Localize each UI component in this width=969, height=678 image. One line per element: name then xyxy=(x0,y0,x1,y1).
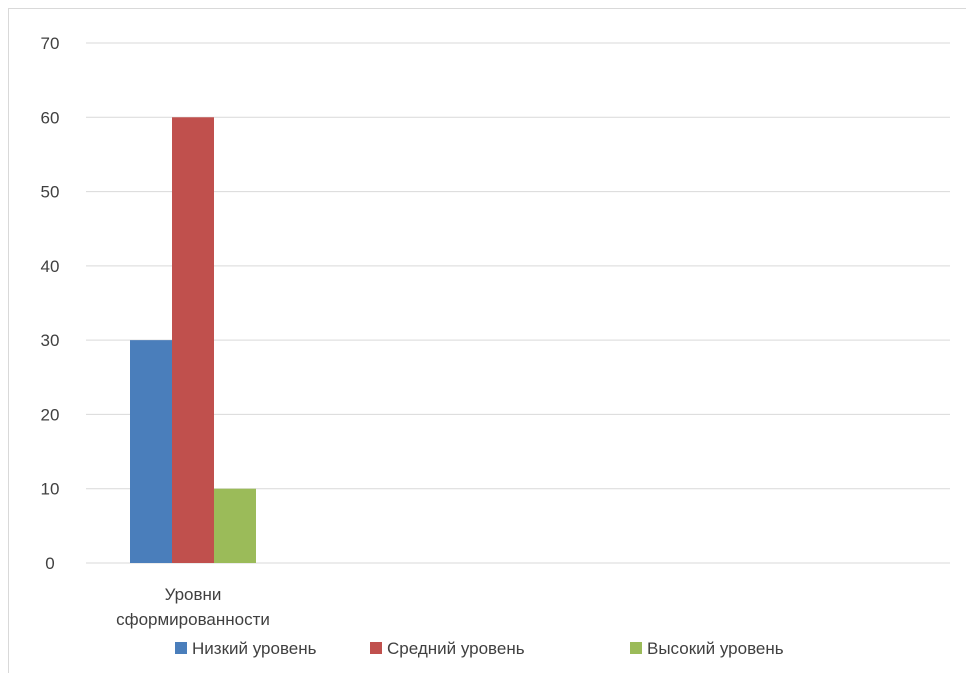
bar xyxy=(214,488,256,563)
bar xyxy=(172,117,214,564)
legend: Низкий уровень Средний уровень Высокий уро… xyxy=(175,639,784,658)
y-tick-label: 30 xyxy=(41,331,60,350)
legend-label: Средний уровень xyxy=(387,639,525,658)
x-axis: Уровни сформированности xyxy=(116,585,270,629)
legend-swatch xyxy=(175,642,187,654)
y-tick-label: 10 xyxy=(41,480,60,499)
gridlines xyxy=(86,42,950,564)
y-tick-label: 70 xyxy=(41,34,60,53)
chart-frame xyxy=(8,8,966,673)
legend-swatch xyxy=(370,642,382,654)
y-tick-label: 40 xyxy=(41,257,60,276)
y-axis: 0 10 20 30 40 50 60 70 xyxy=(41,34,60,573)
bars xyxy=(130,117,256,564)
y-tick-label: 50 xyxy=(41,183,60,202)
legend-label: Высокий уровень xyxy=(647,639,784,658)
y-tick-label: 60 xyxy=(41,108,60,127)
legend-label: Низкий уровень xyxy=(192,639,317,658)
x-tick-label: Уровни xyxy=(165,585,222,604)
legend-swatch xyxy=(630,642,642,654)
x-tick-label: сформированности xyxy=(116,610,270,629)
y-tick-label: 20 xyxy=(41,405,60,424)
bar xyxy=(130,340,172,563)
y-tick-label: 0 xyxy=(45,554,54,573)
